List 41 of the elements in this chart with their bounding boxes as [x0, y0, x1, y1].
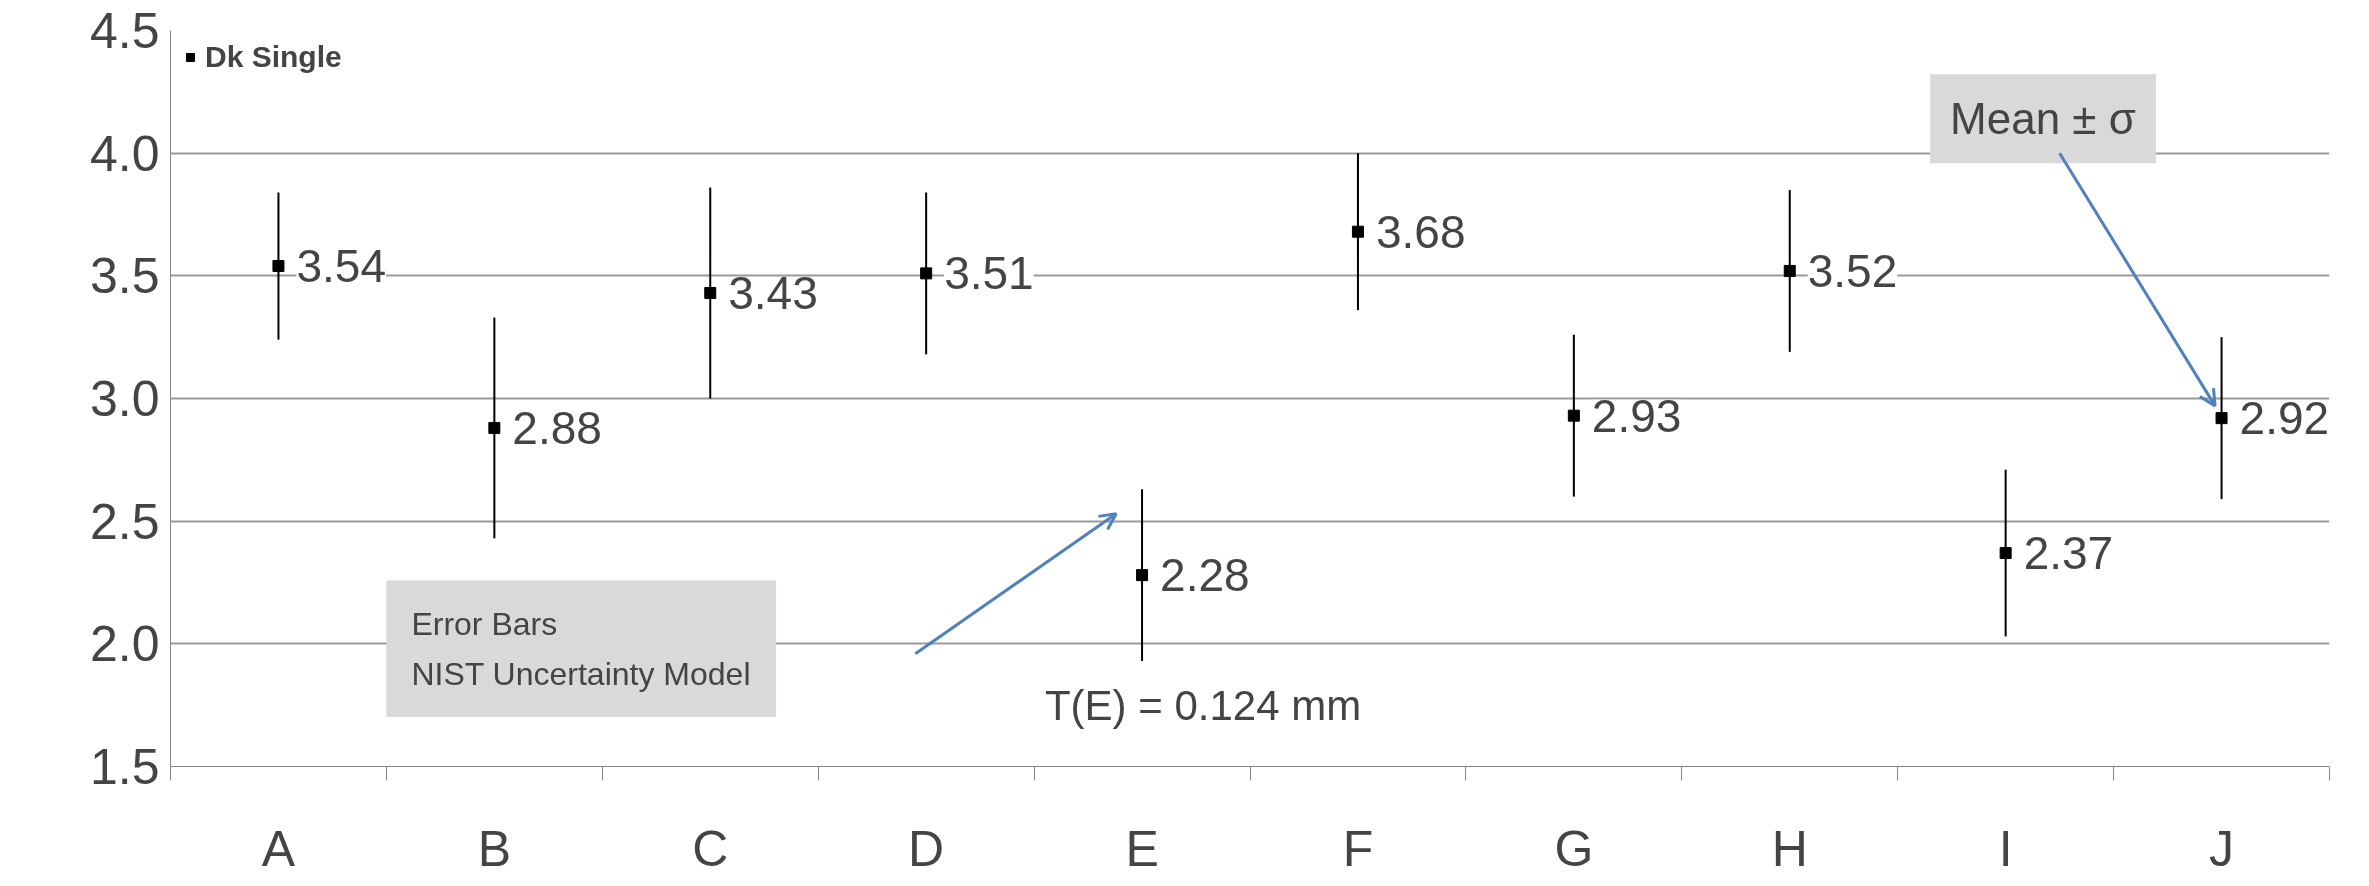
- x-tick-label: C: [692, 820, 729, 877]
- point: [272, 260, 285, 273]
- y-tick-label: 2.0: [89, 616, 160, 673]
- data-label: 3.51: [944, 247, 1034, 300]
- x-tick-label: D: [908, 820, 945, 877]
- data-label: 3.43: [728, 267, 818, 320]
- x-tick-label: A: [261, 820, 296, 877]
- data-label: 2.88: [512, 401, 602, 454]
- y-tick-label: 4.0: [89, 125, 160, 182]
- point: [1136, 569, 1149, 582]
- data-label: 2.37: [2023, 527, 2114, 580]
- annotation: Error Bars NIST Uncertainty Model: [411, 605, 751, 692]
- x-tick-label: E: [1125, 820, 1159, 877]
- x-tick-label: H: [1771, 820, 1808, 877]
- legend-label: Dk Single: [205, 40, 342, 74]
- x-tick-label: I: [1998, 820, 2013, 877]
- data-label: 3.52: [1807, 244, 1898, 297]
- data-label: 2.92: [2239, 392, 2330, 445]
- point: [2215, 412, 2228, 425]
- x-tick-label: F: [1342, 820, 1374, 877]
- y-tick-label: 3.0: [89, 371, 160, 427]
- x-tick-label: J: [2209, 820, 2235, 877]
- x-tick-label: B: [477, 820, 512, 877]
- data-label: 2.93: [1591, 389, 1682, 442]
- point: [488, 421, 501, 434]
- data-label: 3.54: [296, 240, 386, 293]
- annotation: T(E) = 0.124 mm: [1044, 681, 1362, 729]
- point: [1351, 225, 1364, 238]
- point: [704, 287, 717, 300]
- point: [920, 267, 933, 280]
- y-tick-label: 4.5: [89, 3, 160, 59]
- point: [1999, 547, 2012, 560]
- y-tick-label: 2.5: [89, 493, 160, 550]
- x-tick-label: G: [1554, 820, 1594, 877]
- data-label: 2.28: [1160, 549, 1250, 602]
- point: [1783, 264, 1796, 277]
- annotation: Mean ± σ: [1950, 94, 2136, 144]
- y-tick-label: 1.5: [89, 739, 160, 795]
- data-label: 3.68: [1375, 205, 1466, 258]
- y-tick-label: 3.5: [89, 248, 160, 305]
- point: [1567, 409, 1580, 422]
